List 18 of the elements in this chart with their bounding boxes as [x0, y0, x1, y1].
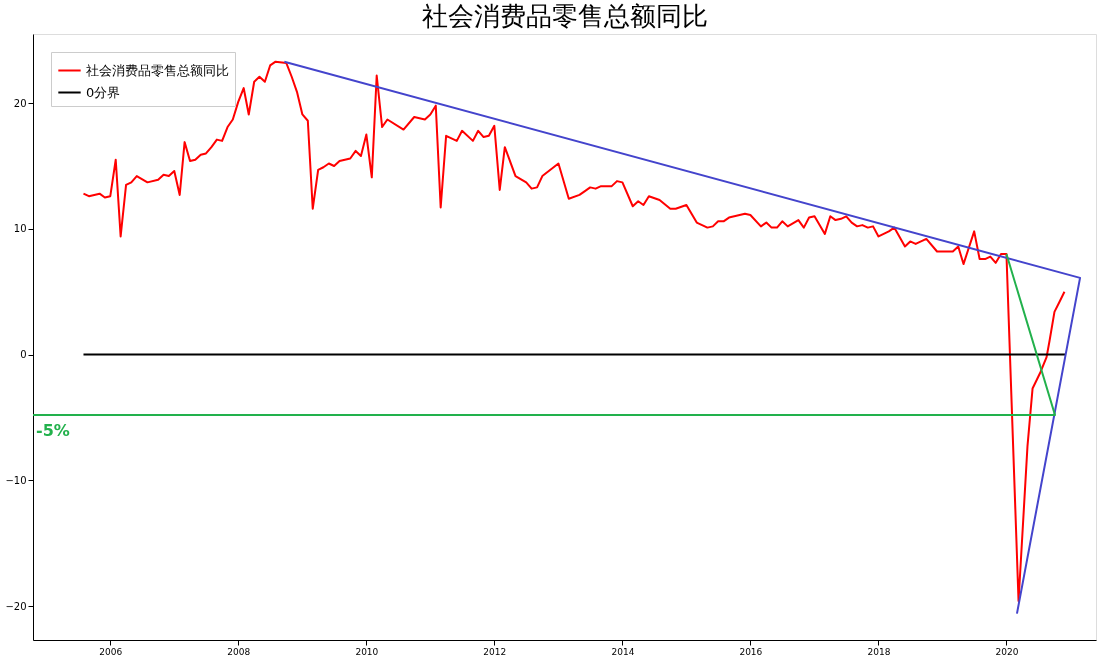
line-series	[82, 60, 1066, 603]
annotation: -5%	[36, 420, 70, 440]
x-tick-label: 2014	[611, 646, 635, 657]
x-tick-label: 2010	[355, 646, 379, 657]
x-tick-label: 2018	[867, 646, 891, 657]
y-tick-label: 0	[20, 349, 27, 361]
y-tick-label: −20	[5, 600, 27, 612]
y-tick-label: −10	[5, 474, 27, 486]
legend-label: 社会消费品零售总额同比	[86, 62, 229, 78]
legend-label: 0分界	[86, 84, 121, 100]
x-tick-label: 2006	[99, 646, 123, 657]
y-tick-label: 10	[13, 223, 27, 235]
x-tick-label: 2012	[483, 646, 507, 657]
x-tick-label: 2020	[995, 646, 1019, 657]
y-tick-label: 20	[13, 97, 27, 109]
x-tick-label: 2016	[739, 646, 763, 657]
x-tick-label: 2008	[227, 646, 251, 657]
chart-title: 社会消费品零售总额同比	[421, 1, 708, 31]
